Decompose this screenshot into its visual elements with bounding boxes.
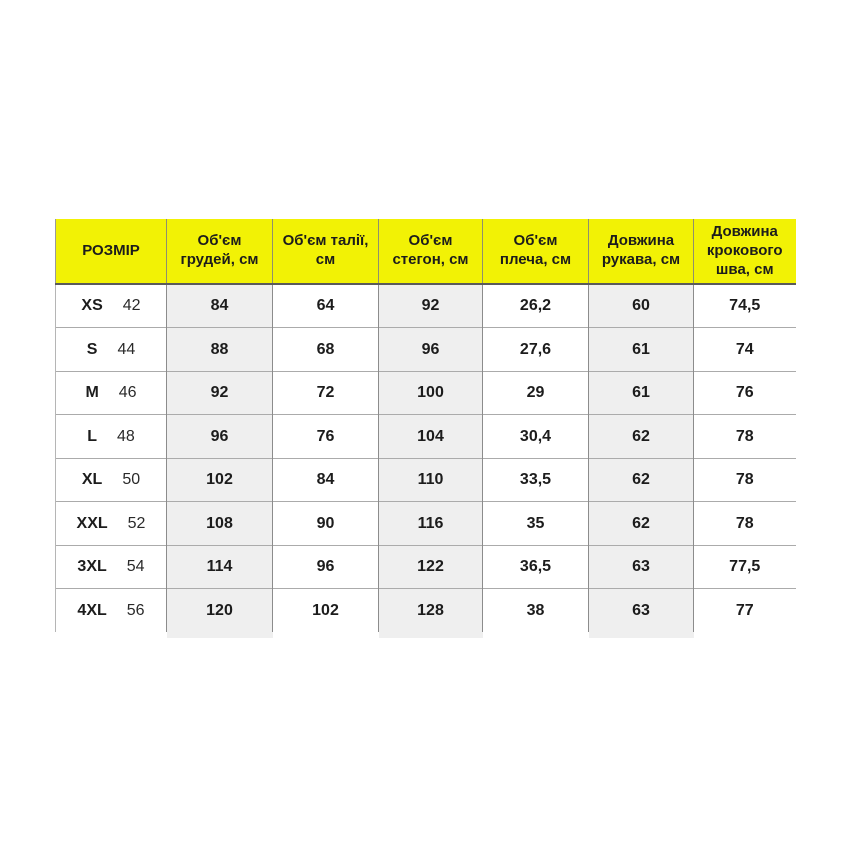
chest-cell: 96 bbox=[166, 414, 273, 459]
sleeve-cell: 61 bbox=[588, 370, 694, 415]
shoulder-cell: 36,5 bbox=[482, 544, 589, 589]
chest-cell: 88 bbox=[166, 327, 273, 372]
table-row: 4XL 56 120 102 128 38 63 77 bbox=[55, 588, 796, 633]
inseam-cell: 77,5 bbox=[693, 544, 796, 589]
inseam-cell: 74,5 bbox=[693, 284, 796, 328]
chest-cell: 92 bbox=[166, 370, 273, 415]
hips-cell: 116 bbox=[378, 501, 483, 546]
hips-cell: 104 bbox=[378, 414, 483, 459]
col-header-inseam: Довжина крокового шва, см bbox=[693, 219, 796, 286]
size-number: 50 bbox=[122, 471, 141, 488]
sleeve-cell: 63 bbox=[588, 544, 694, 589]
size-number: 54 bbox=[126, 558, 145, 575]
size-cell: L 48 bbox=[55, 414, 167, 459]
size-cell: 4XL 56 bbox=[55, 588, 167, 633]
size-number: 44 bbox=[117, 340, 136, 358]
waist-cell: 68 bbox=[272, 327, 379, 372]
shoulder-cell: 35 bbox=[482, 501, 589, 546]
size-number: 48 bbox=[116, 427, 135, 445]
chest-cell: 102 bbox=[166, 457, 273, 502]
sleeve-cell: 61 bbox=[588, 327, 694, 372]
sleeve-cell: 63 bbox=[588, 588, 694, 633]
hips-cell: 96 bbox=[378, 327, 483, 372]
col-header-chest: Об'єм грудей, см bbox=[166, 219, 273, 286]
table-row: 3XL 54 114 96 122 36,5 63 77,5 bbox=[55, 544, 796, 589]
table-row: M 46 92 72 100 29 61 76 bbox=[55, 370, 796, 415]
table-row: XL 50 102 84 110 33,5 62 78 bbox=[55, 457, 796, 502]
waist-cell: 102 bbox=[272, 588, 379, 633]
size-number: 46 bbox=[118, 384, 137, 401]
size-code: XS bbox=[81, 297, 103, 315]
size-cell: M 46 bbox=[55, 370, 167, 415]
size-number: 42 bbox=[122, 297, 141, 315]
shoulder-cell: 26,2 bbox=[482, 284, 589, 328]
table-row: XS 42 84 64 92 26,2 60 74,5 bbox=[55, 284, 796, 328]
size-chart-table: РОЗМІР Об'єм грудей, см Об'єм талії, см … bbox=[55, 219, 796, 633]
chest-cell: 84 bbox=[166, 284, 273, 328]
col-header-hips: Об'єм стегон, см bbox=[378, 219, 483, 286]
header-row: РОЗМІР Об'єм грудей, см Об'єм талії, см … bbox=[55, 219, 796, 286]
size-code: 4XL bbox=[77, 601, 107, 619]
size-cell: XS 42 bbox=[55, 284, 167, 328]
hips-cell: 110 bbox=[378, 457, 483, 502]
col-header-shoulder: Об'єм плеча, см bbox=[482, 219, 589, 286]
table-row: XXL 52 108 90 116 35 62 78 bbox=[55, 501, 796, 546]
size-code: XXL bbox=[76, 514, 108, 532]
waist-cell: 84 bbox=[272, 457, 379, 502]
size-code: 3XL bbox=[77, 558, 107, 575]
hips-cell: 100 bbox=[378, 370, 483, 415]
col-header-sleeve: Довжина рукава, см bbox=[588, 219, 694, 286]
waist-cell: 96 bbox=[272, 544, 379, 589]
size-cell: 3XL 54 bbox=[55, 544, 167, 589]
size-cell: XXL 52 bbox=[55, 501, 167, 546]
inseam-cell: 74 bbox=[693, 327, 796, 372]
shoulder-cell: 29 bbox=[482, 370, 589, 415]
chest-cell: 108 bbox=[166, 501, 273, 546]
sleeve-cell: 62 bbox=[588, 457, 694, 502]
size-cell: XL 50 bbox=[55, 457, 167, 502]
size-code: S bbox=[86, 340, 98, 358]
table-row: L 48 96 76 104 30,4 62 78 bbox=[55, 414, 796, 459]
chest-cell: 114 bbox=[166, 544, 273, 589]
inseam-cell: 78 bbox=[693, 501, 796, 546]
hips-cell: 122 bbox=[378, 544, 483, 589]
col-header-size: РОЗМІР bbox=[55, 219, 167, 286]
size-cell: S 44 bbox=[55, 327, 167, 372]
waist-cell: 64 bbox=[272, 284, 379, 328]
chest-cell: 120 bbox=[166, 588, 273, 633]
size-code: M bbox=[85, 384, 99, 401]
inseam-cell: 78 bbox=[693, 457, 796, 502]
inseam-cell: 77 bbox=[693, 588, 796, 633]
col-header-waist: Об'єм талії, см bbox=[272, 219, 379, 286]
size-number: 56 bbox=[126, 601, 145, 619]
waist-cell: 90 bbox=[272, 501, 379, 546]
sleeve-cell: 62 bbox=[588, 501, 694, 546]
hips-cell: 128 bbox=[378, 588, 483, 633]
shoulder-cell: 30,4 bbox=[482, 414, 589, 459]
size-number: 52 bbox=[127, 514, 146, 532]
size-code: L bbox=[87, 427, 97, 445]
inseam-cell: 78 bbox=[693, 414, 796, 459]
inseam-cell: 76 bbox=[693, 370, 796, 415]
sleeve-cell: 62 bbox=[588, 414, 694, 459]
size-code: XL bbox=[81, 471, 103, 488]
shoulder-cell: 27,6 bbox=[482, 327, 589, 372]
shoulder-cell: 33,5 bbox=[482, 457, 589, 502]
waist-cell: 72 bbox=[272, 370, 379, 415]
table-row: S 44 88 68 96 27,6 61 74 bbox=[55, 327, 796, 372]
sleeve-cell: 60 bbox=[588, 284, 694, 328]
waist-cell: 76 bbox=[272, 414, 379, 459]
hips-cell: 92 bbox=[378, 284, 483, 328]
shoulder-cell: 38 bbox=[482, 588, 589, 633]
